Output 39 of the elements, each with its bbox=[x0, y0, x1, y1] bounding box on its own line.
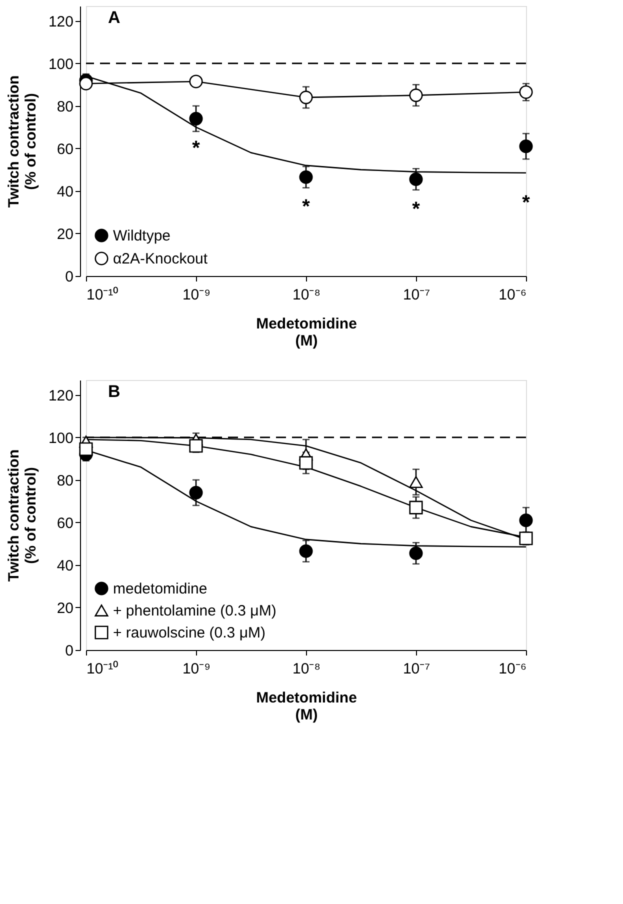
y-axis-title: Twitch contraction (% of control) bbox=[5, 75, 40, 208]
x-tick-label: 10⁻¹⁰ bbox=[86, 660, 118, 678]
y-axis-title: Twitch contraction (% of control) bbox=[5, 449, 40, 582]
x-tick-label: 10⁻⁸ bbox=[292, 286, 321, 304]
annotation: A bbox=[108, 8, 120, 27]
legend-label: Wildtype bbox=[113, 228, 171, 244]
x-axis-title: Medetomidine (M) bbox=[256, 316, 357, 350]
y-tick-label: 40 bbox=[56, 183, 74, 200]
annotation: B bbox=[108, 382, 120, 401]
annotation: * bbox=[522, 192, 530, 214]
legend-label: + rauwolscine (0.3 μM) bbox=[113, 624, 266, 642]
y-tick-label: 60 bbox=[56, 514, 74, 532]
x-tick-label: 10⁻⁸ bbox=[292, 660, 321, 678]
x-tick-label: 10⁻⁷ bbox=[402, 286, 430, 304]
legend-label: + phentolamine (0.3 μM) bbox=[113, 602, 276, 620]
x-tick-label: 10⁻⁹ bbox=[182, 660, 211, 678]
y-tick-label: 100 bbox=[48, 430, 74, 447]
x-tick-label: 10⁻⁶ bbox=[498, 660, 526, 678]
y-tick-label: 80 bbox=[56, 472, 74, 490]
y-tick-label: 20 bbox=[56, 226, 74, 243]
annotation: * bbox=[412, 198, 420, 220]
y-tick-label: 40 bbox=[56, 557, 74, 574]
y-tick-label: 60 bbox=[56, 140, 74, 158]
x-tick-label: 10⁻⁹ bbox=[182, 286, 211, 304]
y-tick-label: 0 bbox=[65, 642, 74, 660]
y-tick-label: 120 bbox=[48, 387, 74, 404]
y-tick-label: 120 bbox=[48, 13, 74, 30]
y-tick-label: 80 bbox=[56, 98, 74, 116]
x-tick-label: 10⁻⁶ bbox=[498, 286, 526, 304]
annotation: * bbox=[302, 196, 310, 218]
legend-label: medetomidine bbox=[113, 580, 208, 598]
x-tick-label: 10⁻¹⁰ bbox=[86, 286, 118, 304]
legend-label: α2A-Knockout bbox=[113, 250, 208, 268]
x-axis-title: Medetomidine (M) bbox=[256, 690, 357, 724]
y-tick-label: 20 bbox=[56, 600, 74, 617]
x-tick-label: 10⁻⁷ bbox=[402, 660, 430, 678]
y-tick-label: 100 bbox=[48, 56, 74, 73]
annotation: * bbox=[192, 138, 200, 160]
y-tick-label: 0 bbox=[65, 268, 74, 286]
